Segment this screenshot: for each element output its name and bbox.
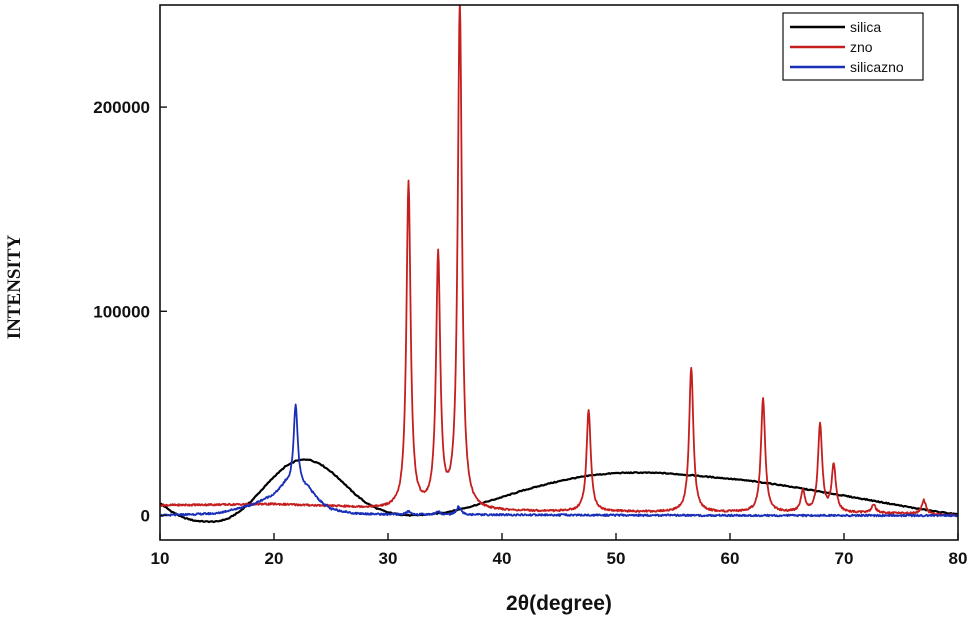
- y-tick-label: 200000: [93, 98, 150, 117]
- series-line-silica: [160, 458, 958, 524]
- series-layer: [160, 5, 958, 524]
- legend-label-zno: zno: [850, 39, 873, 55]
- x-tick-label: 10: [151, 549, 170, 568]
- series-line-silicazno: [160, 403, 958, 518]
- x-tick-label: 60: [721, 549, 740, 568]
- legend-label-silica: silica: [850, 19, 881, 35]
- x-tick-label: 40: [493, 549, 512, 568]
- x-tick-label: 50: [607, 549, 626, 568]
- x-tick-label: 80: [949, 549, 968, 568]
- y-tick-label: 100000: [93, 302, 150, 321]
- x-tick-label: 20: [265, 549, 284, 568]
- series-line-zno: [160, 5, 958, 518]
- axis-ticks: 10 20 30 40 50 60 70 80 0 100000 200000: [93, 98, 967, 568]
- x-tick-label: 70: [835, 549, 854, 568]
- y-axis-title: INTENSITY: [4, 234, 25, 339]
- legend: silica zno silicazno: [782, 12, 924, 81]
- y-tick-label: 0: [141, 506, 150, 525]
- legend-label-silicazno: silicazno: [850, 59, 904, 75]
- x-tick-label: 30: [379, 549, 398, 568]
- x-axis-title: 2θ(degree): [506, 592, 612, 615]
- plot-frame: [159, 4, 959, 541]
